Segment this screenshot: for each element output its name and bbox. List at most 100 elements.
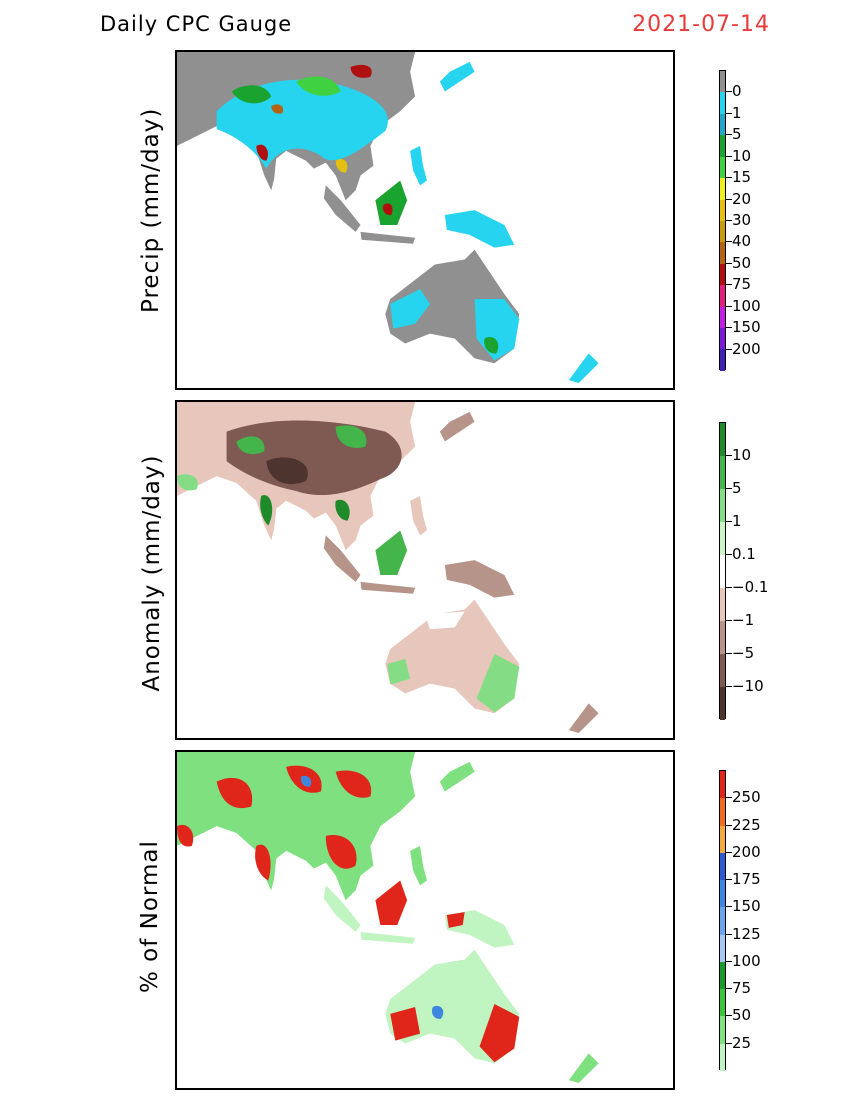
percent-axis-label: % of Normal xyxy=(137,840,163,993)
colorbar-swatch xyxy=(720,654,725,687)
colorbar-tick-label: −5 xyxy=(732,644,755,662)
colorbar-tick xyxy=(726,155,732,157)
colorbar-swatch xyxy=(720,621,725,654)
colorbar-tick-label: 1 xyxy=(732,103,742,122)
colorbar-tick xyxy=(726,620,732,621)
colorbar-tick-label: 30 xyxy=(732,211,752,229)
colorbar-tick xyxy=(726,177,732,179)
colorbar-tick-label: −10 xyxy=(732,677,764,695)
colorbar-tick xyxy=(726,134,732,136)
precip-axis-label: Precip (mm/day) xyxy=(138,107,164,313)
colorbar-tick-label: 0.1 xyxy=(732,545,756,563)
colorbar-swatch xyxy=(720,489,725,522)
colorbar-tick xyxy=(726,241,732,243)
colorbar-tick-label: 200 xyxy=(732,339,761,358)
japan-land xyxy=(439,411,475,442)
colorbar-tick xyxy=(726,91,732,93)
borneo-land xyxy=(375,880,408,925)
borneo-land xyxy=(375,180,408,225)
colorbar-tick-label: 0 xyxy=(732,82,742,101)
colorbar-tick-label: 5 xyxy=(732,479,742,497)
newguinea-land xyxy=(444,210,515,248)
colorbar-tick-label: 50 xyxy=(732,1006,752,1025)
percent-normal-map xyxy=(175,750,675,1090)
colorbar-tick xyxy=(726,198,732,200)
colorbar-swatch xyxy=(720,825,725,853)
colorbar-swatch xyxy=(720,852,725,881)
japan-land xyxy=(439,61,475,92)
colorbar-swatch xyxy=(720,71,725,93)
colorbar-tick xyxy=(726,933,732,935)
colorbar-tick xyxy=(726,879,732,881)
anomaly-colorbar xyxy=(719,422,726,720)
philippines-land xyxy=(410,145,427,186)
colorbar-swatch xyxy=(720,92,725,114)
colorbar-tick-label: 150 xyxy=(732,897,761,916)
colorbar-tick-label: 75 xyxy=(732,979,752,998)
colorbar-swatch xyxy=(720,178,725,200)
colorbar-swatch xyxy=(720,1043,725,1071)
precip-colorbar xyxy=(719,70,726,371)
nz-land xyxy=(568,1053,599,1084)
colorbar-swatch xyxy=(720,349,725,371)
colorbar-tick xyxy=(726,587,732,588)
precip-map xyxy=(175,50,675,390)
java-land xyxy=(360,581,416,594)
colorbar-tick-label: 225 xyxy=(732,815,761,834)
colorbar-tick-label: 25 xyxy=(732,1033,752,1052)
colorbar-tick-label: 250 xyxy=(732,788,761,807)
anomaly-map-svg xyxy=(177,402,599,734)
colorbar-tick xyxy=(726,488,732,489)
colorbar-swatch xyxy=(720,961,725,990)
colorbar-swatch xyxy=(720,220,725,243)
date-label: 2021-07-14 xyxy=(632,12,770,37)
colorbar-tick xyxy=(726,455,732,456)
colorbar-tick xyxy=(726,906,732,908)
colorbar-tick xyxy=(726,797,732,799)
anomaly-axis-label: Anomaly (mm/day) xyxy=(139,454,165,692)
colorbar-tick xyxy=(726,262,732,264)
colorbar-tick-label: 10 xyxy=(732,446,752,464)
newguinea-land xyxy=(444,560,515,598)
java-land xyxy=(360,231,416,244)
colorbar-tick-label: 50 xyxy=(732,253,752,272)
colorbar-swatch xyxy=(720,555,725,588)
colorbar-tick-label: 100 xyxy=(732,951,761,970)
percent-colorbar xyxy=(719,770,726,1071)
colorbar-swatch xyxy=(720,285,725,307)
colorbar-tick-label: 75 xyxy=(732,275,752,294)
colorbar-tick xyxy=(726,305,732,307)
colorbar-tick-label: −1 xyxy=(732,611,755,629)
colorbar-swatch xyxy=(720,771,725,799)
colorbar-tick-label: 175 xyxy=(732,870,761,889)
colorbar-swatch xyxy=(720,456,725,489)
colorbar-tick-label: 150 xyxy=(732,318,761,337)
sumatra-land xyxy=(323,535,361,582)
java-land xyxy=(360,931,416,944)
colorbar-swatch xyxy=(720,907,725,935)
colorbar-tick-label: 20 xyxy=(732,189,752,208)
colorbar-tick xyxy=(726,851,732,853)
colorbar-tick xyxy=(726,1015,732,1017)
colorbar-tick xyxy=(726,1042,732,1044)
colorbar-tick xyxy=(726,824,732,826)
colorbar-tick-label: 40 xyxy=(732,232,752,251)
colorbar-swatch xyxy=(720,135,725,157)
percent-map-svg xyxy=(177,752,599,1084)
colorbar-tick xyxy=(726,988,732,990)
colorbar-swatch xyxy=(720,880,725,908)
colorbar-swatch xyxy=(720,328,725,350)
colorbar-tick xyxy=(726,112,732,114)
colorbar-tick-label: 200 xyxy=(732,842,761,861)
colorbar-swatch xyxy=(720,989,725,1017)
product-title: Daily CPC Gauge xyxy=(100,12,293,36)
colorbar-swatch xyxy=(720,113,725,136)
colorbar-tick-label: 15 xyxy=(732,168,752,187)
colorbar-tick-label: 1 xyxy=(732,512,742,530)
colorbar-tick xyxy=(726,686,732,687)
colorbar-tick xyxy=(726,284,732,286)
sumatra-land xyxy=(323,885,361,932)
sumatra-land xyxy=(323,185,361,232)
colorbar-swatch xyxy=(720,588,725,621)
japan-land xyxy=(439,761,475,792)
